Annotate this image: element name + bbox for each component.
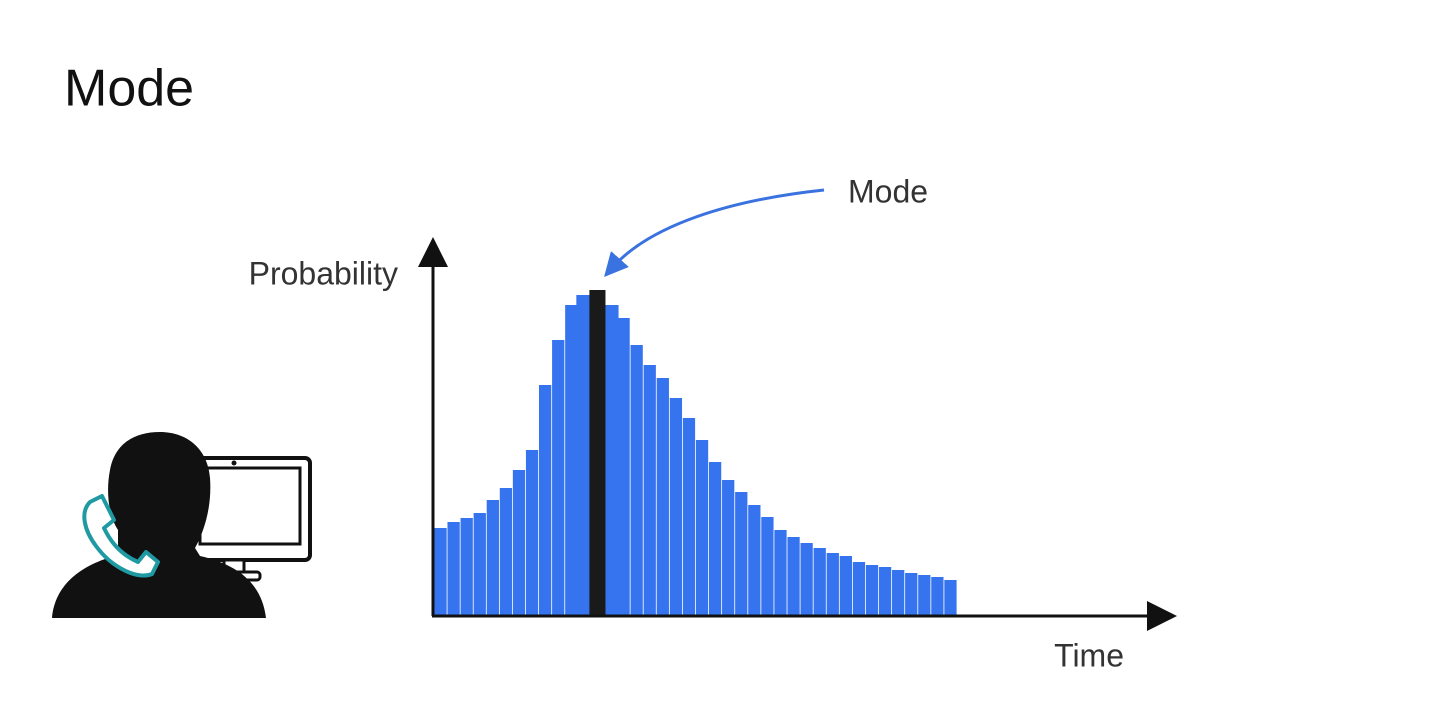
bar xyxy=(878,567,892,615)
bar xyxy=(486,500,499,615)
bar xyxy=(682,418,696,615)
bar xyxy=(748,505,761,615)
bar xyxy=(447,522,460,615)
bar xyxy=(512,470,526,615)
bar xyxy=(539,385,552,615)
bar xyxy=(525,450,539,615)
slide-title: Mode xyxy=(64,60,194,118)
bar xyxy=(434,528,447,615)
annotation: Mode xyxy=(848,173,928,209)
bar xyxy=(602,305,619,615)
bar xyxy=(931,577,944,615)
bar xyxy=(892,570,905,615)
y-axis-label: Probability xyxy=(249,255,398,291)
annotation-arrow xyxy=(604,188,825,277)
bar xyxy=(617,318,630,615)
bar xyxy=(761,517,774,615)
bar xyxy=(839,556,852,615)
agent-icon xyxy=(52,432,312,618)
bar xyxy=(918,575,931,615)
bar xyxy=(813,548,826,615)
bar xyxy=(722,480,735,615)
bar xyxy=(589,290,606,615)
bar xyxy=(552,340,565,615)
bar xyxy=(800,543,813,615)
bar xyxy=(656,378,669,615)
bar xyxy=(852,562,866,615)
bar xyxy=(905,573,918,615)
bar xyxy=(576,295,593,615)
bar xyxy=(630,345,643,615)
bar xyxy=(460,518,473,615)
bars xyxy=(434,290,957,615)
bar xyxy=(695,440,709,615)
bar xyxy=(643,365,656,615)
bar xyxy=(826,553,839,615)
bar xyxy=(865,565,879,615)
bar xyxy=(473,513,486,615)
bar xyxy=(669,398,683,615)
bar xyxy=(735,492,748,615)
bar xyxy=(787,537,800,615)
bar xyxy=(565,305,578,615)
bar xyxy=(944,580,957,615)
bar xyxy=(774,530,787,615)
bar xyxy=(499,488,513,615)
bar xyxy=(708,462,722,615)
x-axis-label: Time xyxy=(1054,637,1124,673)
